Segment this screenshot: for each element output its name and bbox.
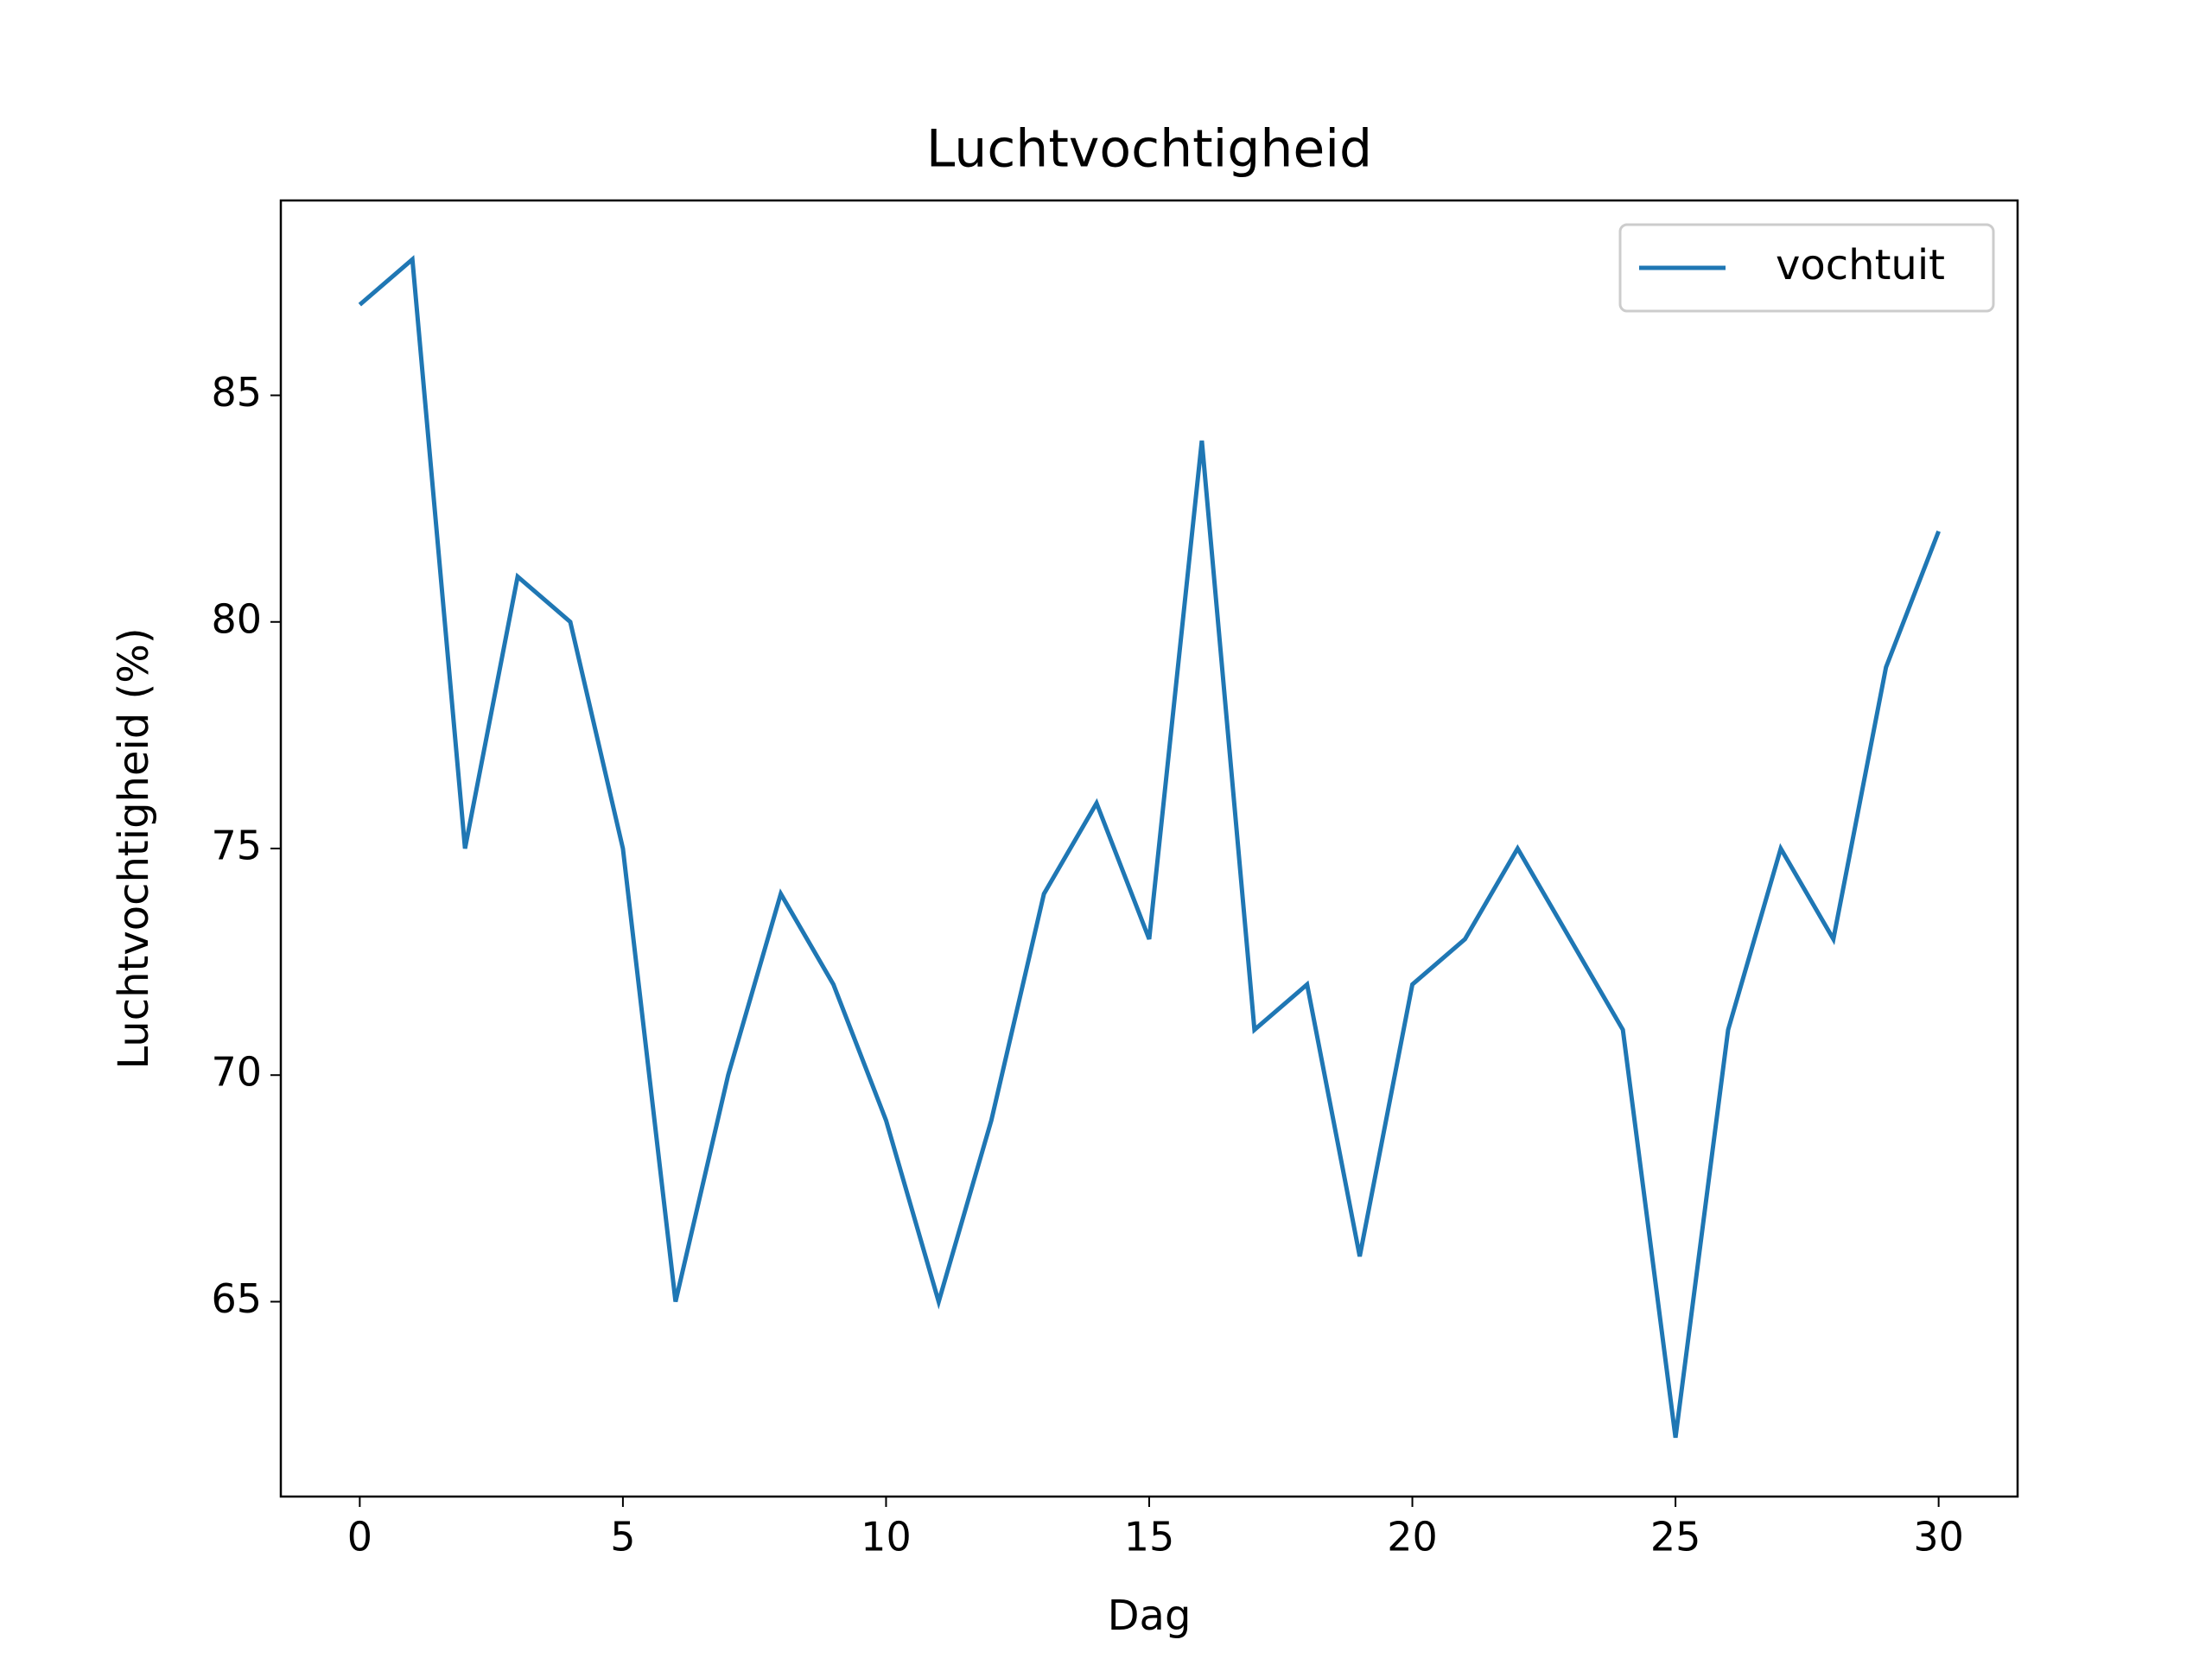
x-tick-label: 20	[1387, 1514, 1438, 1560]
x-tick-label: 25	[1650, 1514, 1701, 1560]
x-tick-label: 30	[1913, 1514, 1964, 1560]
x-tick-label: 5	[610, 1514, 635, 1560]
y-tick-label: 80	[211, 595, 262, 642]
legend-label: vochtuit	[1776, 241, 1945, 289]
x-tick-label: 0	[347, 1514, 372, 1560]
y-tick-label: 70	[211, 1049, 262, 1096]
y-tick-label: 75	[211, 823, 262, 869]
y-tick-label: 85	[211, 369, 262, 416]
x-axis-label: Dag	[1108, 1592, 1192, 1640]
legend-box	[1618, 223, 1995, 313]
y-tick-label: 65	[211, 1275, 262, 1322]
x-tick-label: 10	[861, 1514, 912, 1560]
plot-frame	[279, 199, 2019, 1498]
chart-title: Luchtvochtigheid	[926, 119, 1372, 180]
y-axis-label: Luchtvochtigheid (%)	[110, 627, 158, 1069]
line	[358, 255, 1941, 1439]
x-tick-label: 15	[1124, 1514, 1175, 1560]
